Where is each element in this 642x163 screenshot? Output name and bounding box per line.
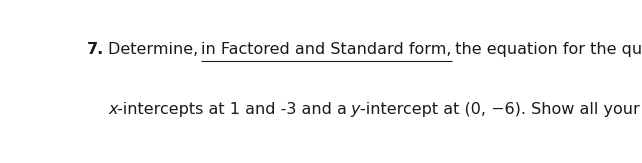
Text: the equation for the quadratic function that has: the equation for the quadratic function … xyxy=(452,42,642,57)
Text: x: x xyxy=(108,102,117,117)
Text: -intercept at (0, −6). Show all your work.: -intercept at (0, −6). Show all your wor… xyxy=(360,102,642,117)
Text: Determine,: Determine, xyxy=(108,42,202,57)
Text: in Factored and Standard form,: in Factored and Standard form, xyxy=(202,42,452,57)
Text: -intercepts at 1 and -3 and a: -intercepts at 1 and -3 and a xyxy=(117,102,351,117)
Text: y: y xyxy=(351,102,360,117)
Text: 7.: 7. xyxy=(87,42,104,57)
